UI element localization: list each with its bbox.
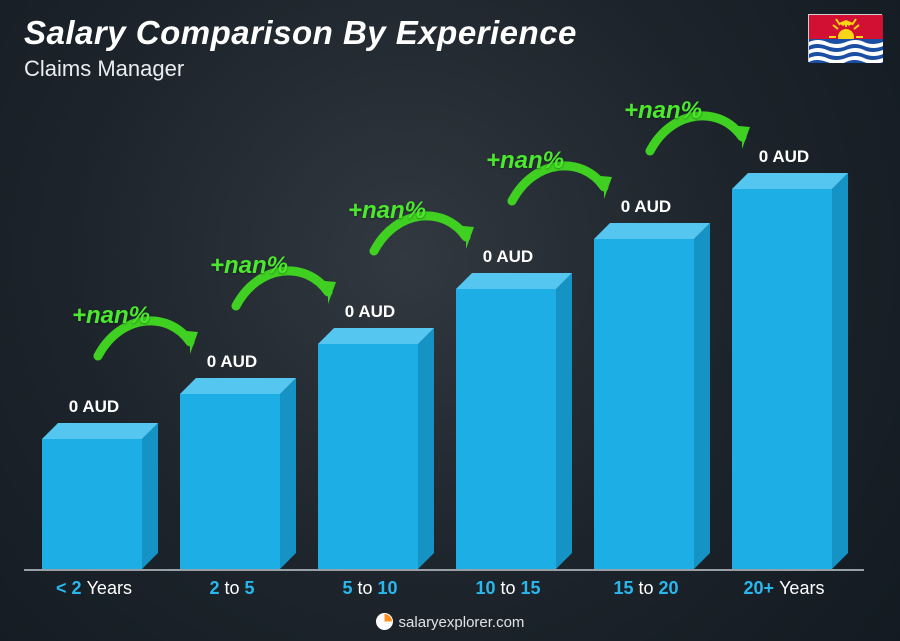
bar <box>720 189 848 569</box>
chart-baseline <box>24 569 864 571</box>
bar <box>582 239 710 569</box>
bar-x-label: 20+ Years <box>720 578 848 599</box>
increase-label: +nan% <box>348 197 426 225</box>
bar <box>306 344 434 569</box>
page-title: Salary Comparison By Experience <box>24 14 577 52</box>
country-flag-kiribati <box>808 14 882 62</box>
bar-x-label: 10 to 15 <box>444 578 572 599</box>
bar <box>168 394 296 569</box>
bar-x-label: 15 to 20 <box>582 578 710 599</box>
page-subtitle: Claims Manager <box>24 56 184 82</box>
footer: salaryexplorer.com <box>0 613 900 631</box>
bar-value-label: 0 AUD <box>30 397 158 417</box>
bar-x-label: 5 to 10 <box>306 578 434 599</box>
increase-label: +nan% <box>210 252 288 280</box>
bar-x-label: < 2 Years <box>30 578 158 599</box>
increase-label: +nan% <box>72 302 150 330</box>
bar <box>444 289 572 569</box>
bar <box>30 439 158 569</box>
footer-text: salaryexplorer.com <box>399 614 525 631</box>
bar-chart: 0 AUD0 AUD+nan%0 AUD+nan%0 AUD+nan%0 AUD… <box>24 130 864 569</box>
increase-label: +nan% <box>624 97 702 125</box>
bar-x-label: 2 to 5 <box>168 578 296 599</box>
increase-label: +nan% <box>486 147 564 175</box>
stage: Salary Comparison By Experience Claims M… <box>0 0 900 641</box>
logo-icon <box>376 613 393 630</box>
